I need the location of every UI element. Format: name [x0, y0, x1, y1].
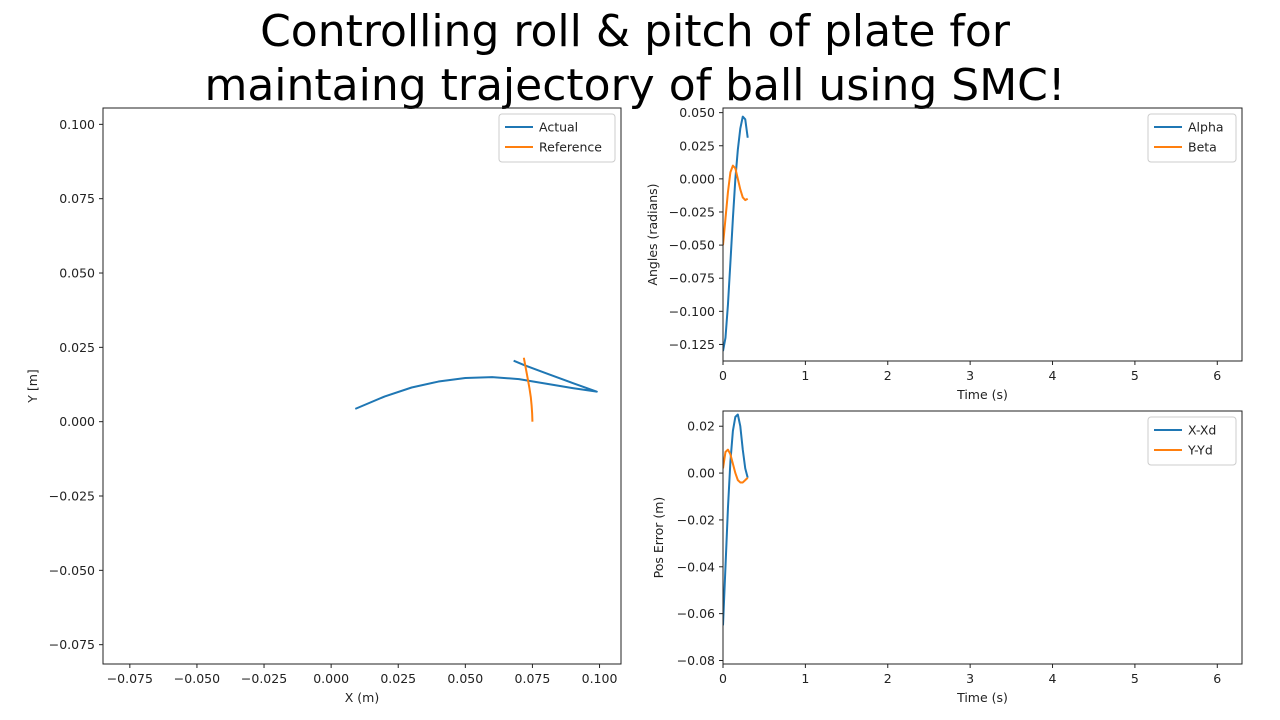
x-tick-label: −0.075 — [107, 671, 153, 686]
y-axis-label: Y [m] — [25, 369, 40, 404]
x-tick-label: 0.050 — [447, 671, 483, 686]
x-tick-label: 0.075 — [515, 671, 551, 686]
series-line-beta — [723, 164, 749, 246]
x-tick-label: 0 — [719, 671, 727, 686]
series-line-x-xd — [723, 413, 749, 626]
y-tick-label: 0.000 — [679, 171, 715, 186]
x-tick-label: 5 — [1131, 671, 1139, 686]
y-tick-label: −0.050 — [49, 563, 95, 578]
x-axis-label: Time (s) — [956, 387, 1008, 402]
y-tick-label: −0.125 — [669, 337, 715, 352]
x-tick-label: 2 — [884, 368, 892, 383]
title-line-2: maintaing trajectory of ball using SMC! — [204, 60, 1066, 111]
y-tick-label: 0.050 — [59, 266, 95, 281]
x-axis-label: X (m) — [345, 690, 379, 705]
x-axis-label: Time (s) — [956, 690, 1008, 705]
x-tick-label: 6 — [1213, 671, 1221, 686]
y-tick-label: −0.050 — [669, 238, 715, 253]
y-tick-label: −0.06 — [677, 606, 715, 621]
axes-frame — [722, 107, 1243, 362]
y-axis-label: Pos Error (m) — [651, 497, 666, 579]
y-tick-label: −0.100 — [669, 304, 715, 319]
x-tick-label: 4 — [1049, 671, 1057, 686]
title-line-1: Controlling roll & pitch of plate for — [260, 6, 1010, 57]
series-line-actual — [354, 359, 598, 410]
y-tick-label: 0.050 — [679, 105, 715, 120]
axes-frame — [102, 107, 622, 665]
x-tick-label: 6 — [1213, 368, 1221, 383]
legend-entry: Beta — [1188, 140, 1217, 155]
y-tick-label: −0.075 — [669, 271, 715, 286]
x-tick-label: 1 — [801, 671, 809, 686]
y-axis-label: Angles (radians) — [645, 183, 660, 285]
x-tick-label: 0 — [719, 368, 727, 383]
y-tick-label: −0.025 — [669, 204, 715, 219]
legend-entry: Alpha — [1188, 120, 1224, 135]
y-tick-label: −0.04 — [677, 559, 715, 574]
x-tick-label: 0.025 — [380, 671, 416, 686]
y-tick-label: 0.100 — [59, 117, 95, 132]
y-tick-label: −0.075 — [49, 637, 95, 652]
axes-frame — [722, 410, 1243, 665]
y-tick-label: 0.02 — [687, 419, 715, 434]
x-tick-label: 5 — [1131, 368, 1139, 383]
y-tick-label: −0.025 — [49, 489, 95, 504]
legend-entry: Actual — [539, 120, 578, 135]
plot-poserror: 0 1 2 3 4 5 6 −0.08 −0.06 −0.04 −0.02 0.00 0.02 Time … — [651, 410, 1243, 705]
x-tick-label: 4 — [1049, 368, 1057, 383]
series-line-reference — [522, 357, 534, 422]
legend-entry: X-Xd — [1188, 423, 1216, 438]
y-tick-label: 0.025 — [679, 138, 715, 153]
x-tick-label: 0.000 — [313, 671, 349, 686]
y-tick-label: −0.02 — [677, 512, 715, 527]
y-tick-label: 0.00 — [687, 466, 715, 481]
plot-angles: 0 1 2 3 4 5 6 −0.125 −0.100 −0.075 −0.050 −0.025 0.0… — [645, 105, 1243, 402]
legend-entry: Y-Yd — [1187, 443, 1213, 458]
y-tick-label: 0.075 — [59, 191, 95, 206]
plot-trajectory: −0.075 −0.050 −0.025 0.000 0.025 0.050 0.075 0.… — [25, 107, 622, 705]
x-tick-label: 2 — [884, 671, 892, 686]
x-tick-label: −0.050 — [174, 671, 220, 686]
legend: X-Xd Y-Yd — [1147, 416, 1237, 466]
x-tick-label: 0.100 — [582, 671, 618, 686]
x-tick-label: 3 — [966, 671, 974, 686]
x-tick-label: −0.025 — [241, 671, 287, 686]
legend: Alpha Beta — [1147, 113, 1237, 163]
series-line-y-yd — [723, 448, 749, 484]
y-tick-label: 0.000 — [59, 414, 95, 429]
x-tick-label: 3 — [966, 368, 974, 383]
y-tick-label: −0.08 — [677, 653, 715, 668]
legend-entry: Reference — [539, 140, 602, 155]
y-tick-label: 0.025 — [59, 340, 95, 355]
legend: Actual Reference — [498, 113, 616, 163]
series-line-alpha — [723, 115, 749, 352]
x-tick-label: 1 — [801, 368, 809, 383]
